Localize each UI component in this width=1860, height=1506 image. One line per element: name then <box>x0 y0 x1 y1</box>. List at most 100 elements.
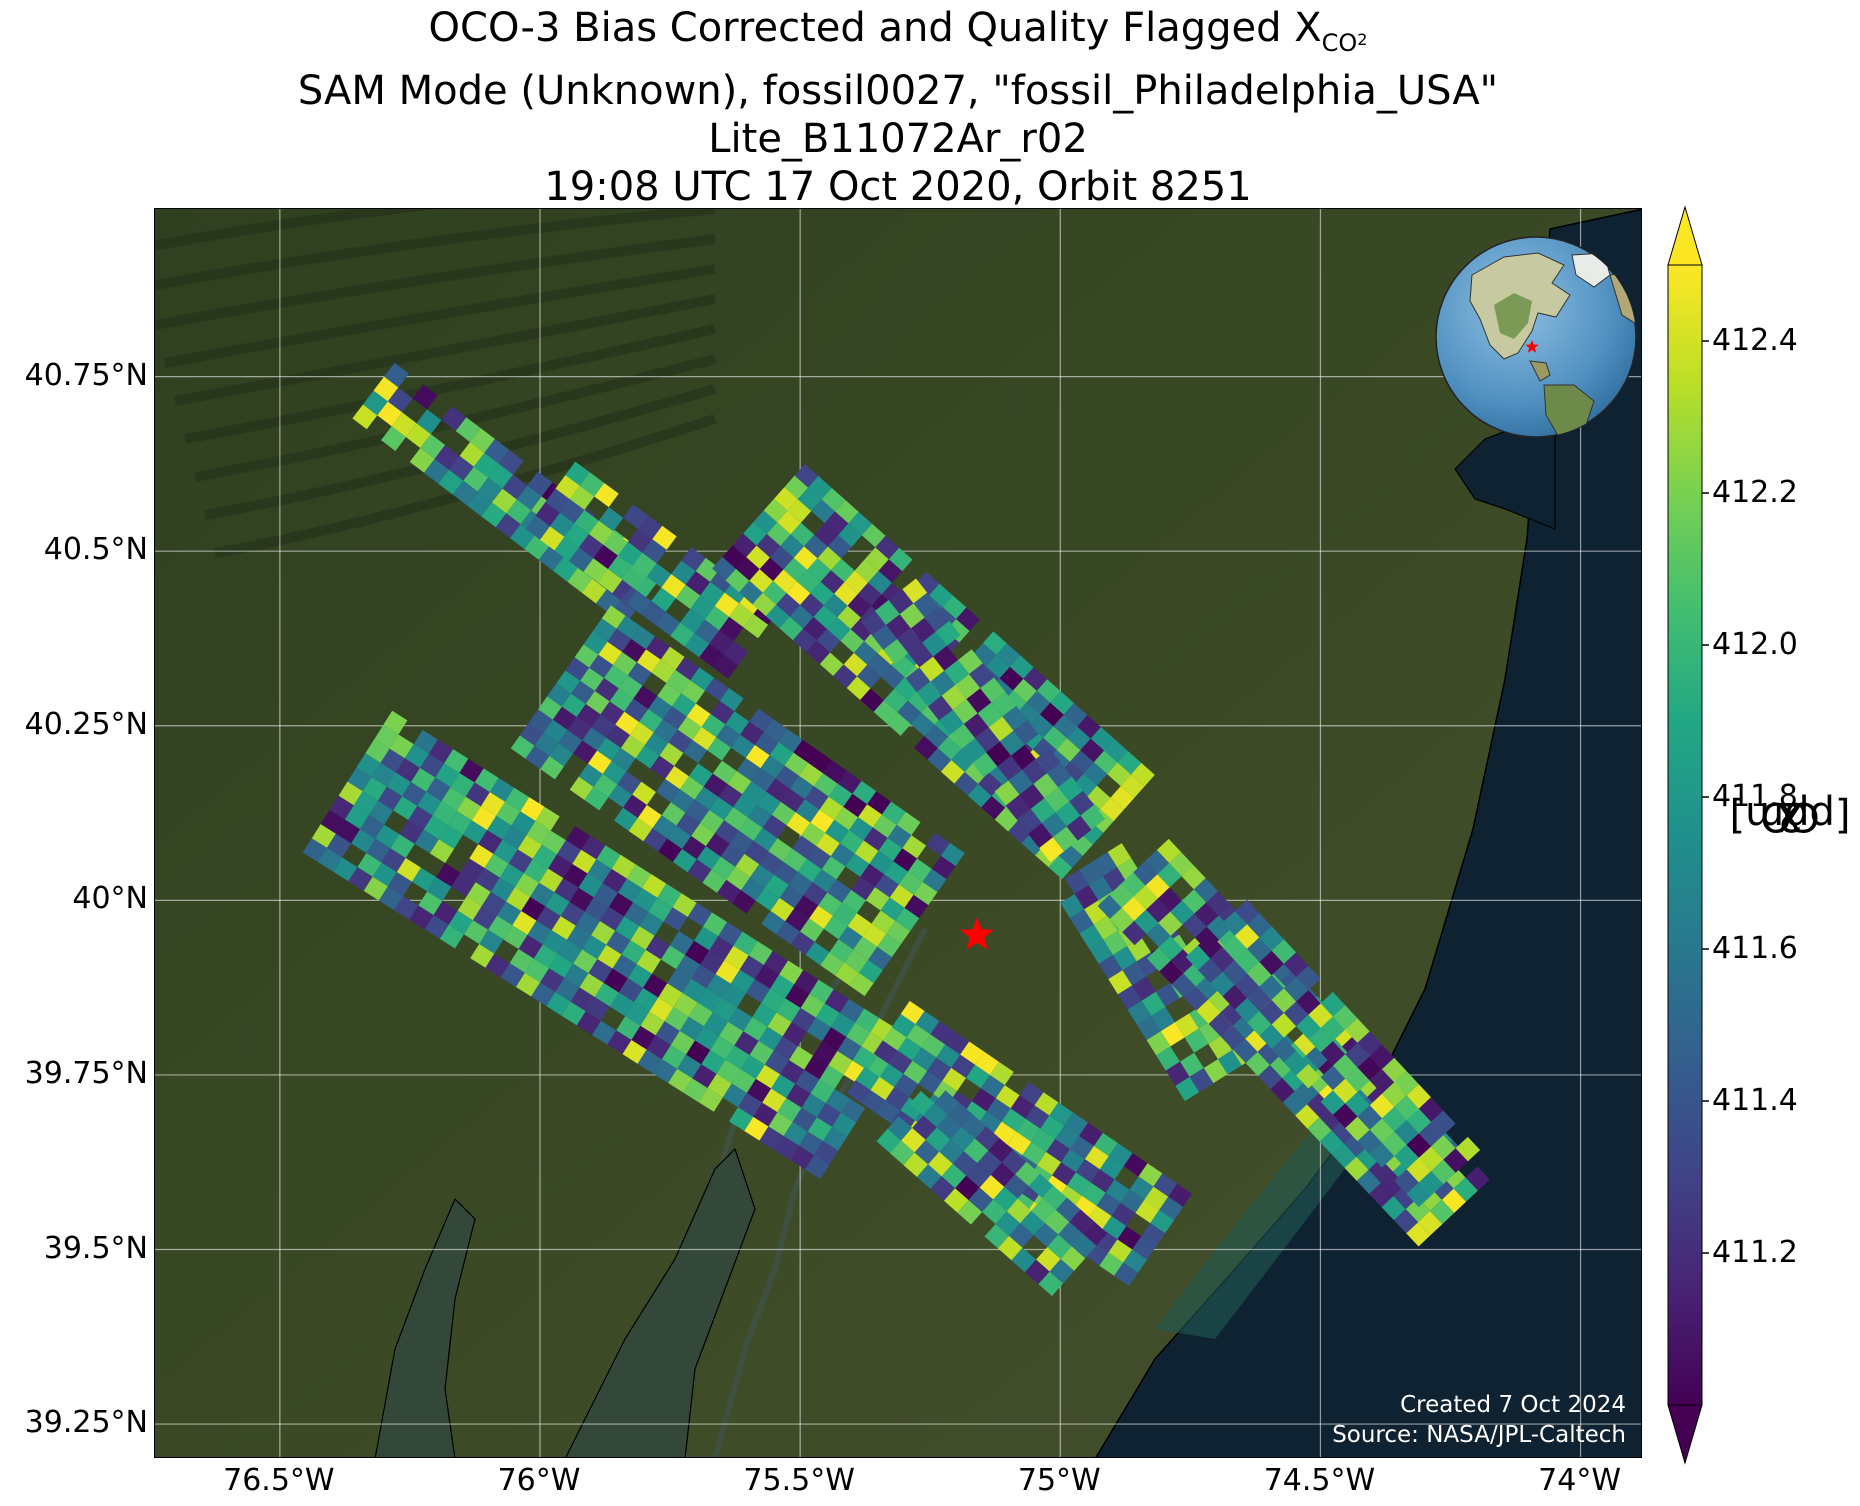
sounding-cell <box>969 663 994 689</box>
sounding-cell <box>913 592 939 618</box>
sounding-cell <box>596 845 621 869</box>
sounding-cell <box>764 874 789 898</box>
sounding-cell <box>1369 1093 1395 1119</box>
sounding-cell <box>972 752 998 778</box>
sounding-cell <box>867 653 892 677</box>
sounding-cell <box>564 523 589 548</box>
map-canvas <box>155 209 1641 1457</box>
sounding-cell <box>842 889 866 914</box>
title-line-4: 19:08 UTC 17 Oct 2020, Orbit 8251 <box>544 164 1252 210</box>
sounding-cell <box>1060 894 1085 919</box>
sounding-cell <box>676 812 701 836</box>
sounding-cell <box>607 628 632 653</box>
sounding-cell <box>1332 1054 1358 1079</box>
sounding-cell <box>311 824 336 848</box>
sounding-cell <box>889 884 914 908</box>
sounding-cell <box>643 828 668 852</box>
sounding-cell <box>1015 1161 1040 1187</box>
sounding-cell <box>637 804 662 829</box>
sounding-cell <box>1196 999 1221 1024</box>
sounding-cell <box>1033 1222 1059 1248</box>
sounding-cell <box>886 920 911 945</box>
sounding-cell <box>424 915 449 939</box>
sounding-cell <box>914 1139 940 1165</box>
sounding-cell <box>1406 1222 1431 1247</box>
sounding-cell <box>793 739 818 763</box>
sounding-cell <box>384 362 409 388</box>
sounding-cell <box>635 745 660 769</box>
sounding-cell <box>848 511 873 536</box>
sounding-cell <box>994 780 1020 806</box>
sounding-cell <box>1381 1082 1407 1107</box>
sounding-cell <box>1369 1044 1395 1070</box>
sounding-cell <box>1105 1179 1130 1203</box>
sounding-cell <box>581 578 607 604</box>
sounding-cell <box>694 1026 720 1051</box>
sounding-cell <box>1058 776 1083 802</box>
sounding-cell <box>1369 1118 1395 1143</box>
sounding-cell <box>943 1188 969 1213</box>
sounding-cell <box>673 992 698 1017</box>
sounding-cell <box>807 1117 833 1142</box>
sounding-cell <box>582 935 607 960</box>
sounding-cell <box>1271 988 1297 1014</box>
sounding-cell <box>566 925 592 950</box>
sounding-cell <box>1418 1171 1444 1196</box>
sounding-cell <box>825 1088 850 1113</box>
sounding-cell <box>913 881 938 906</box>
sounding-cell <box>579 472 605 497</box>
sounding-cell <box>709 936 734 960</box>
sounding-cell <box>1344 1132 1369 1157</box>
sounding-cell <box>874 874 899 898</box>
sounding-cell <box>1104 738 1128 763</box>
sounding-cell <box>739 580 763 605</box>
sounding-cell <box>739 955 764 980</box>
sounding-cell <box>805 1155 830 1180</box>
sounding-cell <box>1036 679 1061 703</box>
sounding-cell <box>412 384 438 410</box>
sounding-cell <box>1356 1145 1381 1170</box>
sounding-cell <box>787 499 812 523</box>
sounding-cell <box>481 891 507 916</box>
sounding-cell <box>1368 1158 1393 1183</box>
sounding-cell <box>1141 991 1166 1016</box>
sounding-cell <box>1066 1172 1091 1196</box>
sounding-cell <box>738 817 763 841</box>
sounding-cell <box>1103 930 1128 955</box>
sounding-cell <box>1222 935 1248 961</box>
sounding-cell <box>1283 1001 1309 1027</box>
sounding-cell <box>813 605 838 629</box>
sounding-cell <box>880 665 905 689</box>
sounding-cell <box>1332 1005 1358 1030</box>
sounding-cell <box>709 630 734 655</box>
sounding-cell <box>746 545 770 570</box>
sounding-cell <box>989 1061 1014 1086</box>
sounding-cell <box>702 912 728 937</box>
sounding-cell <box>648 897 673 922</box>
sounding-cell <box>441 787 466 811</box>
sounding-cell <box>1247 1011 1272 1036</box>
sounding-cell <box>767 1012 792 1037</box>
sounding-cell <box>329 795 354 820</box>
sounding-cell <box>792 1107 817 1132</box>
sounding-cell <box>598 507 624 532</box>
sounding-cell <box>679 1016 704 1041</box>
sounding-cell <box>352 404 378 430</box>
sounding-cell <box>1022 1141 1047 1166</box>
sounding-cell <box>878 559 903 583</box>
sounding-cell <box>582 727 607 751</box>
sounding-cell <box>549 954 574 978</box>
sounding-cell <box>1369 1142 1395 1168</box>
sounding-cell <box>1294 1080 1319 1105</box>
sounding-cell <box>450 772 475 797</box>
sounding-cell <box>853 936 878 960</box>
sounding-cell <box>786 1083 811 1108</box>
sounding-cell <box>369 800 394 825</box>
sounding-cell <box>1070 1135 1094 1160</box>
sounding-cell <box>1295 1104 1320 1129</box>
sounding-cell <box>957 649 983 675</box>
sounding-cell <box>656 778 680 803</box>
sounding-cell <box>830 843 855 867</box>
sounding-cell <box>725 711 750 735</box>
sounding-cell <box>885 614 911 640</box>
